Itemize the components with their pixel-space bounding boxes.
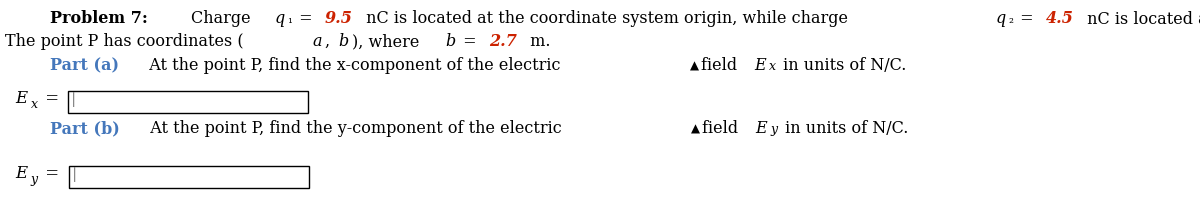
Text: ₁: ₁: [288, 13, 293, 26]
Text: b: b: [445, 33, 456, 50]
Bar: [68, 91, 308, 113]
Text: |: |: [71, 92, 77, 107]
Text: =: =: [40, 90, 59, 107]
Text: q: q: [996, 10, 1006, 27]
Text: Part (b): Part (b): [50, 120, 120, 137]
Text: nC is located at (: nC is located at (: [1082, 10, 1200, 27]
Text: 4.5: 4.5: [1046, 10, 1074, 27]
Text: a: a: [313, 33, 323, 50]
Text: |: |: [72, 167, 77, 182]
Text: =: =: [1015, 10, 1039, 27]
Text: 2.7: 2.7: [490, 33, 517, 50]
Text: =: =: [458, 33, 482, 50]
Text: in units of N/C.: in units of N/C.: [780, 120, 908, 137]
Text: E: E: [14, 90, 28, 107]
Text: y: y: [31, 173, 37, 186]
Text: nC is located at the coordinate system origin, while charge: nC is located at the coordinate system o…: [361, 10, 853, 27]
Text: E: E: [755, 57, 766, 74]
Text: ), where: ), where: [352, 33, 424, 50]
Text: ▲: ▲: [690, 60, 698, 73]
Text: y: y: [770, 123, 778, 136]
Text: in units of N/C.: in units of N/C.: [779, 57, 907, 74]
Text: field: field: [701, 57, 743, 74]
Bar: [68, 166, 308, 188]
Text: ₂: ₂: [1009, 13, 1014, 26]
Text: ▲: ▲: [691, 123, 700, 136]
Text: x: x: [769, 60, 776, 73]
Text: Part (a): Part (a): [50, 57, 119, 74]
Text: Problem 7:: Problem 7:: [50, 10, 160, 27]
Text: =: =: [294, 10, 318, 27]
Text: b: b: [338, 33, 349, 50]
Text: q: q: [275, 10, 284, 27]
Text: At the point P, find the x-component of the electric: At the point P, find the x-component of …: [139, 57, 565, 74]
Text: Charge: Charge: [191, 10, 256, 27]
Text: E: E: [756, 120, 767, 137]
Text: At the point P, find the y-component of the electric: At the point P, find the y-component of …: [140, 120, 566, 137]
Text: m.: m.: [526, 33, 551, 50]
Text: E: E: [14, 165, 28, 182]
Text: =: =: [40, 165, 59, 182]
Text: The point P has coordinates (: The point P has coordinates (: [5, 33, 244, 50]
Text: ,: ,: [325, 33, 336, 50]
Text: field: field: [702, 120, 744, 137]
Text: x: x: [31, 98, 37, 111]
Text: 9.5: 9.5: [325, 10, 353, 27]
